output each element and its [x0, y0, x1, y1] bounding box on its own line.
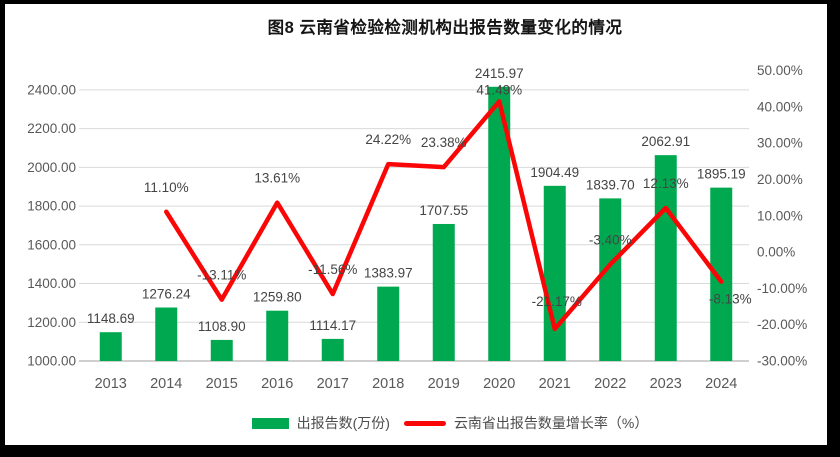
line-value-label: -21.17% — [532, 294, 582, 309]
bar — [377, 286, 400, 361]
right-axis-tick: -10.00% — [757, 281, 807, 296]
bar-value-label: 2415.97 — [475, 66, 524, 81]
bar-value-label: 1839.70 — [586, 177, 635, 192]
right-axis-tick: -30.00% — [757, 354, 807, 369]
line-value-label: 12.13% — [643, 176, 689, 191]
left-axis-tick: 1000.00 — [27, 354, 76, 369]
left-axis-tick: 2000.00 — [27, 160, 76, 175]
bar — [654, 155, 677, 361]
bar-value-label: 1108.90 — [198, 319, 246, 334]
x-axis-label: 2019 — [428, 376, 460, 392]
bar-value-label: 1383.97 — [364, 266, 413, 281]
bar — [321, 338, 344, 361]
bar — [543, 185, 566, 361]
legend-line-label: 云南省出报告数量增长率（%） — [453, 415, 649, 431]
right-axis-tick: 10.00% — [757, 208, 803, 223]
legend-line-swatch — [403, 420, 446, 426]
left-axis-tick: 1200.00 — [27, 315, 76, 330]
bar-value-label: 1114.17 — [309, 318, 356, 333]
line-value-label: 11.10% — [144, 180, 189, 195]
legend-bar-label: 出报告数(万份) — [296, 415, 390, 431]
x-axis-label: 2017 — [317, 376, 349, 392]
right-axis-tick: 0.00% — [757, 245, 795, 260]
x-axis-label: 2016 — [261, 376, 293, 392]
line-value-label: 24.22% — [365, 132, 411, 147]
bar-value-label: 1904.49 — [530, 165, 579, 180]
right-axis-tick: 30.00% — [757, 136, 803, 151]
line-value-label: 13.61% — [254, 171, 300, 186]
left-axis-tick: 1800.00 — [27, 199, 76, 214]
x-axis-label: 2022 — [594, 376, 626, 392]
x-axis-label: 2015 — [206, 376, 238, 392]
line-value-label: -3.40% — [589, 232, 632, 247]
x-axis-label: 2020 — [483, 376, 515, 392]
growth-rate-line — [164, 99, 724, 332]
x-axis-label: 2018 — [372, 376, 404, 392]
bar-value-label: 1276.24 — [142, 287, 191, 302]
x-axis-label: 2013 — [95, 376, 127, 392]
bar — [266, 310, 289, 361]
x-axis-label: 2023 — [650, 376, 682, 392]
bar — [710, 187, 733, 361]
bar — [599, 198, 622, 361]
bar — [210, 339, 233, 361]
right-axis-tick: 40.00% — [757, 99, 803, 114]
bar-value-label: 2062.91 — [641, 134, 690, 149]
line-value-label: 23.38% — [421, 135, 467, 150]
line-value-label: -8.13% — [709, 292, 752, 307]
left-axis-tick: 2200.00 — [27, 121, 76, 136]
left-axis-tick: 1600.00 — [27, 237, 76, 252]
right-axis-tick: -20.00% — [757, 317, 807, 332]
bar-value-label: 1707.55 — [419, 203, 468, 218]
chart-title: 图8 云南省检验检测机构出报告数量变化的情况 — [267, 19, 623, 37]
right-axis-tick: 50.00% — [757, 63, 803, 78]
x-axis-label: 2021 — [539, 376, 571, 392]
line-value-label: 41.49% — [476, 82, 522, 97]
bar — [99, 332, 122, 361]
legend-bar-swatch — [251, 417, 289, 429]
x-axis-label: 2024 — [705, 376, 737, 392]
bar — [155, 307, 178, 361]
line-value-label: -13.11% — [197, 268, 246, 283]
bar-value-label: 1259.80 — [253, 290, 302, 305]
line-value-label: -11.56% — [308, 262, 357, 277]
right-axis-tick: 20.00% — [757, 172, 803, 187]
left-axis-tick: 2400.00 — [27, 82, 76, 97]
left-axis-tick: 1400.00 — [27, 276, 76, 291]
chart-canvas: 1000.00 1200.00 1400.00 1600.00 1800.00 2000.… — [27, 63, 807, 392]
bar-value-label: 1895.19 — [697, 167, 746, 182]
chart-frame: 图8 云南省检验检测机构出报告数量变化的情况 1000.00 1200.00 140… — [5, 4, 827, 445]
bar — [432, 223, 455, 361]
legend: 出报告数(万份) 云南省出报告数量增长率（%） — [55, 411, 840, 435]
bar-value-label: 1148.69 — [87, 311, 135, 326]
x-axis-label: 2014 — [150, 376, 182, 392]
bar — [488, 86, 511, 362]
